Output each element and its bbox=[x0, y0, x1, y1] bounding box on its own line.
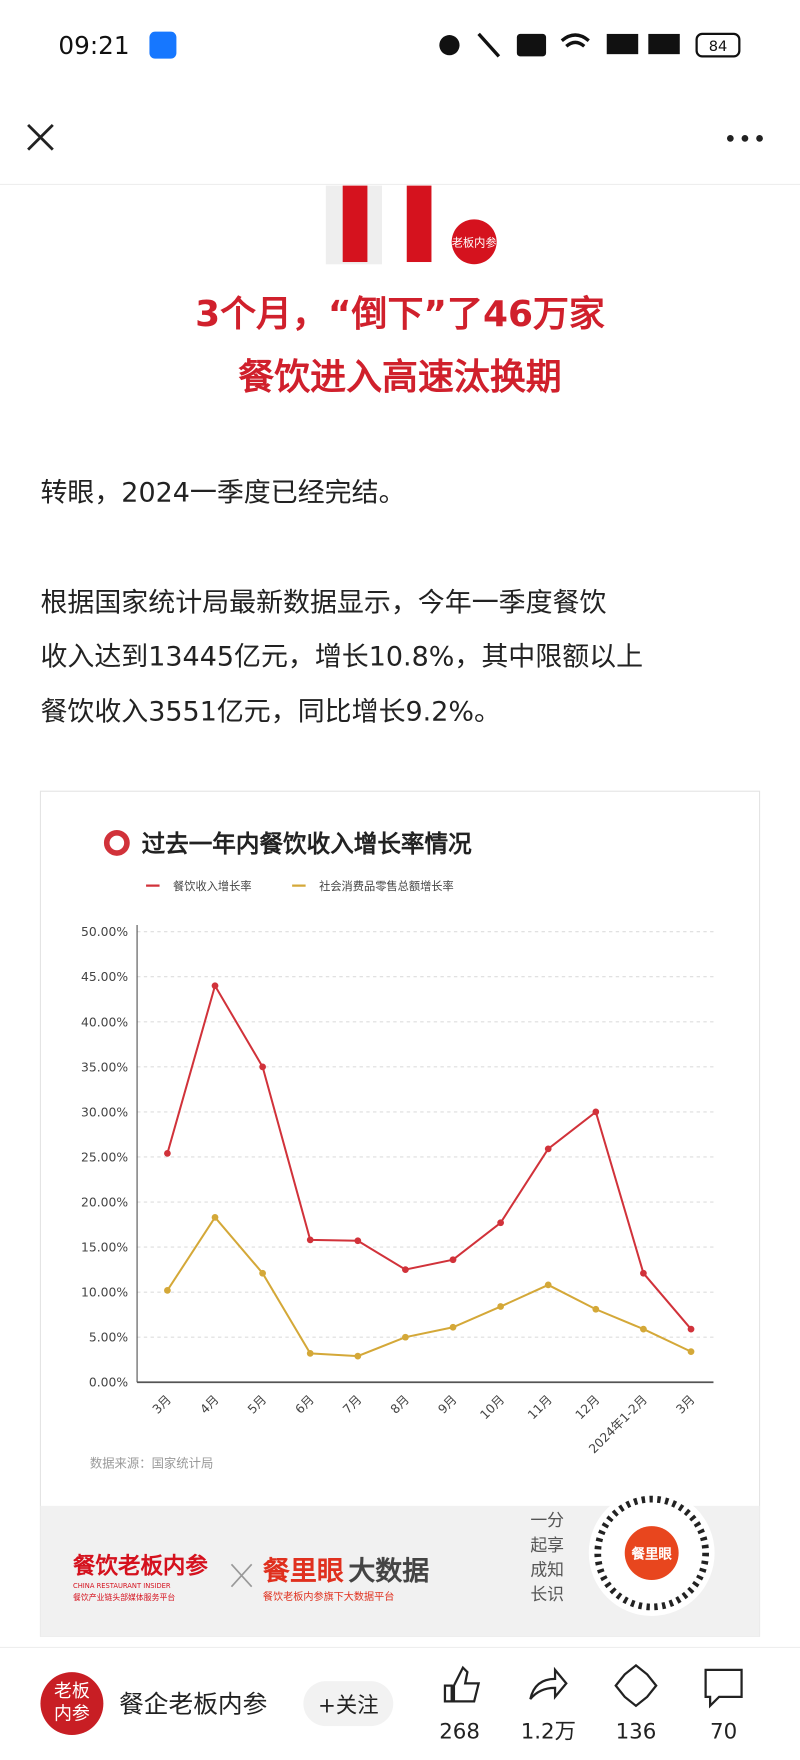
data-point bbox=[497, 1303, 504, 1310]
series-line bbox=[166, 983, 692, 1330]
data-point bbox=[354, 1352, 362, 1360]
chart-title: 过去一年内餐饮收入增长率情况 bbox=[142, 830, 473, 858]
data-point bbox=[402, 1333, 409, 1341]
y-tick-label: 45.00% bbox=[81, 970, 128, 984]
data-point bbox=[449, 1323, 457, 1331]
legend-label: 餐饮收入增长率 bbox=[173, 879, 252, 893]
headline: 餐饮进入高速汰换期 bbox=[238, 357, 561, 398]
data-point bbox=[354, 1237, 362, 1245]
y-tick-label: 0.00% bbox=[89, 1376, 128, 1390]
slogan: 成知 bbox=[530, 1560, 564, 1580]
time: 09:21 bbox=[58, 31, 129, 60]
banner-brand: 餐饮老板内参 bbox=[73, 1552, 208, 1579]
follow-button[interactable] bbox=[303, 1681, 394, 1727]
source: 数据来源：国家统计局 bbox=[90, 1456, 213, 1471]
data-point bbox=[687, 1348, 695, 1355]
favorite-icon[interactable] bbox=[614, 1663, 658, 1708]
slogan: 一分 bbox=[530, 1510, 564, 1530]
data-point bbox=[211, 1213, 219, 1221]
data-point bbox=[259, 1063, 266, 1071]
banner-brand-en: CHINA RESTAURANT INSIDER bbox=[73, 1582, 171, 1590]
data-point bbox=[211, 982, 219, 990]
data-point bbox=[164, 1286, 171, 1294]
likes: 268 bbox=[439, 1719, 480, 1744]
y-tick-label: 30.00% bbox=[81, 1105, 128, 1119]
share-icon[interactable] bbox=[529, 1666, 568, 1700]
avatar: 老板 bbox=[54, 1681, 90, 1702]
data-point bbox=[640, 1269, 647, 1277]
more[interactable] bbox=[726, 135, 763, 142]
paragraph: 转眼，2024一季度已经完结。 bbox=[40, 477, 405, 508]
data-point bbox=[164, 1149, 171, 1157]
data-point bbox=[449, 1256, 457, 1264]
banner-partner-suffix: 大数据 bbox=[348, 1556, 429, 1587]
close[interactable] bbox=[27, 123, 54, 151]
logo: 老板内参 bbox=[452, 235, 497, 249]
data-point bbox=[306, 1236, 314, 1244]
data-point bbox=[592, 1108, 600, 1116]
shares: 1.2万 bbox=[521, 1719, 576, 1744]
avatar: 内参 bbox=[54, 1703, 90, 1724]
headline: 3个月，“倒下”了46万家 bbox=[195, 294, 605, 335]
slogan: 长识 bbox=[530, 1584, 564, 1604]
y-tick-label: 25.00% bbox=[81, 1150, 128, 1164]
data-point bbox=[402, 1266, 409, 1273]
y-tick-label: 5.00% bbox=[89, 1331, 128, 1345]
series-line bbox=[166, 1215, 692, 1358]
data-point bbox=[544, 1281, 552, 1289]
qr-label: 餐里眼 bbox=[630, 1546, 672, 1563]
account: 餐企老板内参 bbox=[119, 1690, 267, 1719]
data-point bbox=[544, 1145, 552, 1153]
data-point bbox=[592, 1305, 600, 1313]
data-point bbox=[497, 1219, 504, 1227]
comments: 70 bbox=[710, 1719, 737, 1744]
comment-icon[interactable] bbox=[704, 1668, 743, 1709]
banner-brand-sub: 餐饮产业链头部媒体服务平台 bbox=[73, 1592, 175, 1602]
like-icon[interactable] bbox=[443, 1665, 481, 1703]
data-point bbox=[640, 1325, 647, 1333]
paragraph: 根据国家统计局最新数据显示，今年一季度餐饮 bbox=[40, 587, 606, 618]
data-point bbox=[687, 1325, 695, 1333]
y-tick-label: 50.00% bbox=[81, 925, 128, 939]
slogan: 起享 bbox=[530, 1535, 564, 1555]
y-tick-label: 15.00% bbox=[81, 1241, 128, 1255]
paragraph: 收入达到13445亿元，增长10.8%，其中限额以上 bbox=[40, 641, 643, 672]
y-tick-label: 10.00% bbox=[81, 1286, 128, 1300]
banner-partner-sub: 餐饮老板内参旗下大数据平台 bbox=[263, 1590, 394, 1603]
favorites: 136 bbox=[616, 1719, 657, 1744]
follow[interactable]: +关注 bbox=[318, 1694, 379, 1719]
data-point bbox=[259, 1269, 266, 1277]
y-tick-label: 20.00% bbox=[81, 1196, 128, 1210]
battery: 84 bbox=[709, 38, 728, 55]
data-point bbox=[306, 1350, 314, 1357]
legend-label: 社会消费品零售总额增长率 bbox=[319, 879, 454, 893]
paragraph: 餐饮收入3551亿元，同比增长9.2%。 bbox=[40, 696, 501, 727]
y-tick-label: 35.00% bbox=[81, 1060, 128, 1074]
y-tick-label: 40.00% bbox=[81, 1015, 128, 1029]
banner-partner: 餐里眼 bbox=[263, 1556, 344, 1587]
